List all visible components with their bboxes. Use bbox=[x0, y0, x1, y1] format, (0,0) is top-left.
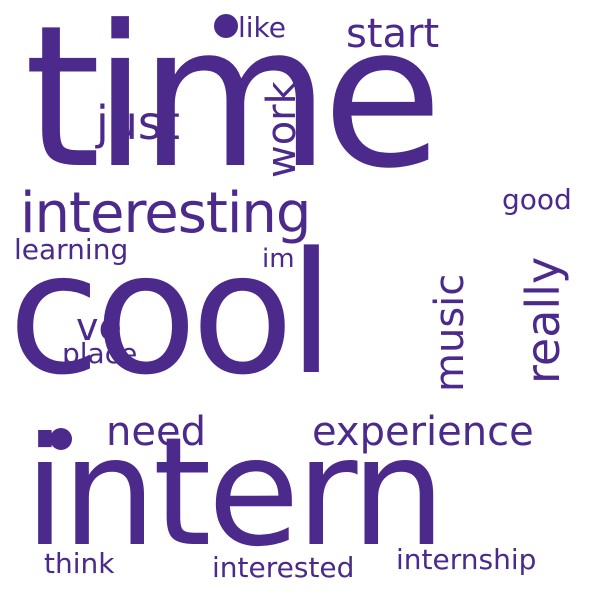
word-really: really bbox=[516, 256, 570, 384]
dot-mark bbox=[50, 428, 72, 450]
word-just: just bbox=[96, 96, 180, 150]
word-im: im bbox=[262, 244, 295, 274]
word-internship: internship bbox=[396, 543, 537, 576]
word-interesting: interesting bbox=[20, 181, 311, 246]
word-like: like bbox=[238, 11, 287, 44]
word-interested: interested bbox=[212, 551, 355, 584]
word-good: good bbox=[502, 183, 572, 216]
dot-mark bbox=[214, 14, 238, 38]
word-start: start bbox=[346, 11, 440, 57]
word-music: music bbox=[427, 273, 473, 392]
word-think: think bbox=[44, 547, 115, 580]
word-ve: ve bbox=[76, 305, 122, 349]
word-need: need bbox=[106, 409, 206, 455]
word-place: place bbox=[62, 337, 138, 370]
word-work: work bbox=[259, 81, 305, 178]
word-cool: cool bbox=[8, 216, 335, 412]
word-learning: learning bbox=[14, 233, 129, 266]
word-intern: intern bbox=[24, 406, 446, 580]
word-experience: experience bbox=[312, 409, 534, 455]
